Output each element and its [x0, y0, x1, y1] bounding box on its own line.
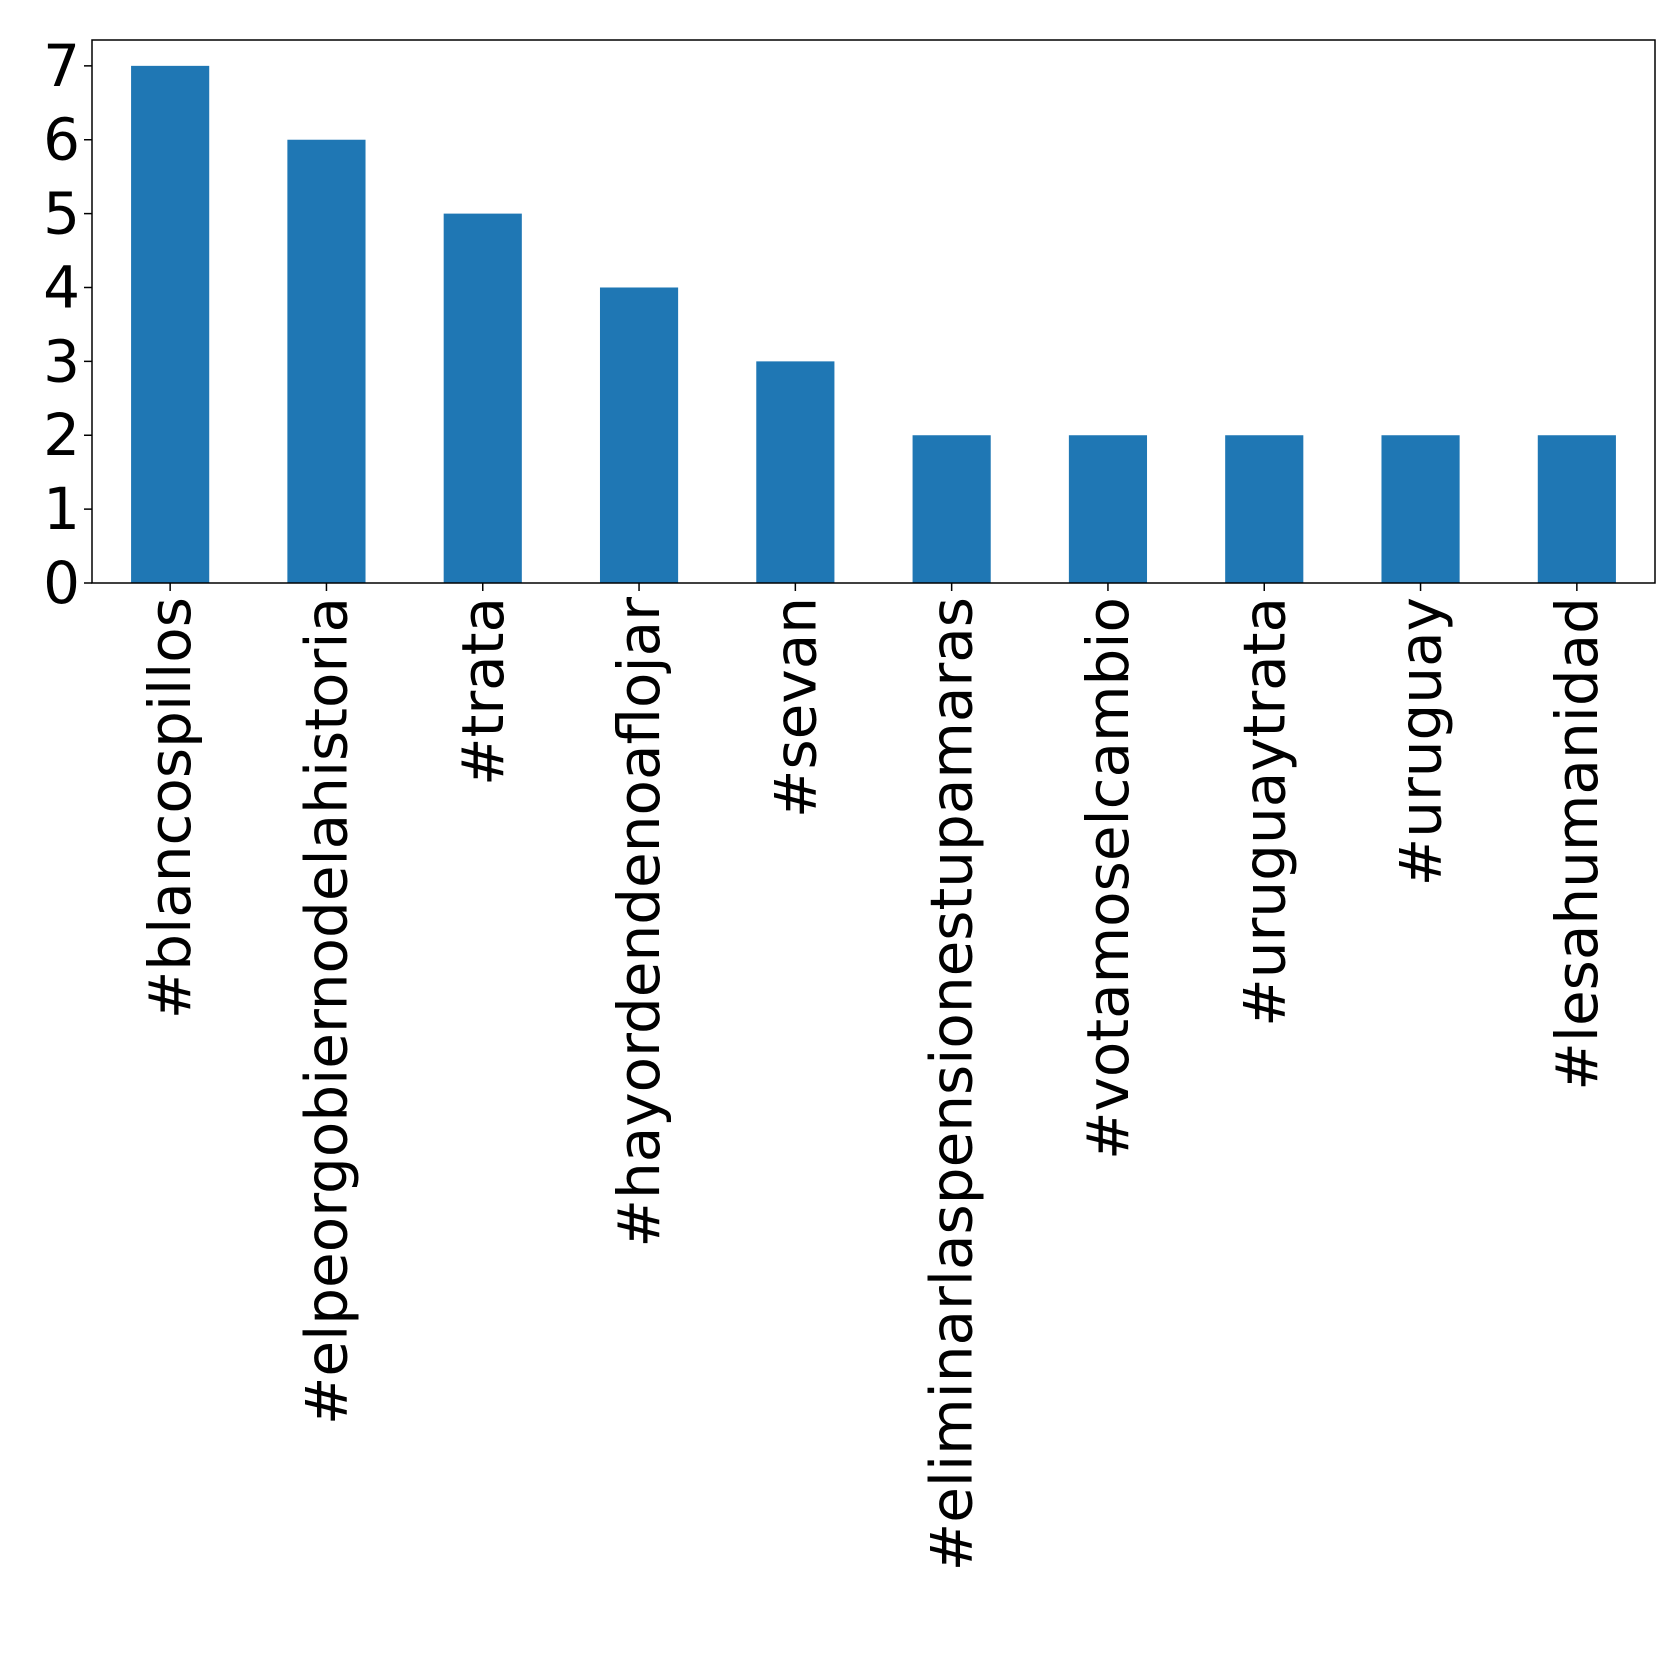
x-tick-label-5: #eliminarlaspensionestupamaras [918, 597, 986, 1571]
x-axis: #blancospillos #elpeorgobiernodelahistori… [136, 583, 1611, 1571]
y-tick-label-2: 2 [43, 401, 80, 469]
bar-5 [912, 435, 991, 583]
x-tick-label-6: #votamoselcambio [1074, 597, 1142, 1160]
x-tick-label-4: #sevan [761, 597, 829, 818]
y-tick-label-5: 5 [43, 180, 80, 248]
bar-4 [756, 361, 835, 583]
y-tick-label-0: 0 [43, 549, 80, 617]
x-tick-label-1: #elpeorgobiernodelahistoria [292, 597, 360, 1425]
x-tick-label-0: #blancospillos [136, 597, 204, 1019]
bar-1 [287, 139, 366, 584]
x-tick-label-3: #hayordendenoaflojar [605, 597, 673, 1248]
x-tick-label-2: #trata [449, 597, 517, 786]
x-tick-label-9: #lesahumanidad [1543, 597, 1611, 1091]
y-tick-label-6: 6 [43, 106, 80, 174]
y-tick-label-7: 7 [43, 32, 80, 100]
bar-0 [131, 65, 210, 584]
bar-6 [1068, 435, 1148, 583]
bar-2 [443, 213, 522, 583]
bar-3 [599, 287, 679, 583]
bar-7 [1225, 435, 1304, 583]
y-tick-label-1: 1 [43, 475, 80, 543]
bar-8 [1381, 435, 1460, 583]
plot-frame [91, 39, 1656, 584]
x-tick-label-8: #uruguay [1387, 597, 1455, 886]
x-tick-label-7: #uruguaytrata [1230, 597, 1298, 1027]
y-tick-label-4: 4 [43, 253, 80, 321]
y-tick-label-3: 3 [43, 327, 80, 395]
bar-9 [1537, 435, 1616, 583]
bars-group [131, 65, 1616, 584]
